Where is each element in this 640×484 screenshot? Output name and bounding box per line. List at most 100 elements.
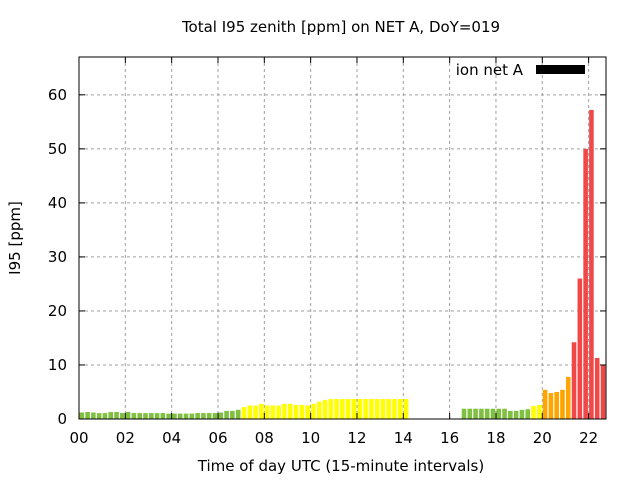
x-tick-label: 10 <box>301 429 320 447</box>
plot-frame <box>78 56 607 420</box>
bar <box>531 406 536 419</box>
bar <box>131 413 137 419</box>
bar <box>264 405 270 419</box>
bar <box>102 413 108 419</box>
y-tick-label: 40 <box>48 194 67 212</box>
y-tick-label: 30 <box>48 248 67 266</box>
bar <box>490 408 496 419</box>
bar <box>461 408 467 419</box>
bar <box>172 413 177 419</box>
bar <box>259 403 264 419</box>
bar <box>206 413 212 419</box>
bar <box>496 408 502 419</box>
y-tick-label: 0 <box>57 410 67 428</box>
bar <box>351 399 357 419</box>
bar <box>594 357 600 419</box>
bar <box>299 404 305 419</box>
bar <box>189 413 195 419</box>
x-tick-label: 20 <box>533 429 552 447</box>
bar <box>392 399 397 419</box>
bar <box>502 408 507 419</box>
x-tick-label: 08 <box>255 429 274 447</box>
bar <box>148 413 154 419</box>
bar <box>276 405 281 419</box>
legend: ion net A <box>456 61 585 79</box>
x-tick-label: 06 <box>208 429 227 447</box>
x-axis-label: Time of day UTC (15-minute intervals) <box>197 457 484 475</box>
bar <box>79 412 85 419</box>
bar <box>473 408 478 419</box>
bar <box>177 413 183 419</box>
bar <box>548 393 554 419</box>
bar <box>125 411 131 419</box>
bar <box>247 405 253 419</box>
bar <box>508 410 513 419</box>
x-tick-label: 18 <box>486 429 505 447</box>
bar <box>235 409 241 419</box>
bar <box>311 403 316 419</box>
bar <box>374 399 380 419</box>
bar <box>345 399 351 419</box>
bar <box>230 410 235 419</box>
bar <box>108 411 114 419</box>
bar <box>537 404 542 419</box>
bar <box>513 410 519 419</box>
legend-swatch <box>536 65 585 74</box>
bar <box>212 413 218 419</box>
bar <box>519 409 525 419</box>
legend-label: ion net A <box>456 61 524 79</box>
bar <box>201 413 206 419</box>
bar <box>565 376 571 419</box>
bar <box>114 411 119 419</box>
bar <box>600 365 606 419</box>
bar <box>96 413 102 419</box>
bars <box>79 109 606 420</box>
bar <box>334 399 339 419</box>
bar <box>282 403 287 419</box>
bar <box>403 399 409 419</box>
x-tick-label: 22 <box>579 429 598 447</box>
bar <box>577 278 583 419</box>
bar <box>328 399 334 419</box>
bar <box>369 399 374 419</box>
bar <box>166 413 171 419</box>
bar <box>218 412 224 419</box>
y-tick-label: 50 <box>48 140 67 158</box>
bar <box>120 413 125 419</box>
bar <box>183 413 189 419</box>
bar <box>316 401 322 419</box>
y-axis-label: I95 [ppm] <box>6 201 24 275</box>
bar <box>241 407 247 419</box>
bar <box>583 148 588 419</box>
bar <box>287 403 293 419</box>
bar <box>554 391 559 419</box>
bar <box>525 409 531 419</box>
bar <box>253 405 258 419</box>
bar <box>322 400 328 419</box>
bar <box>479 408 484 419</box>
bar <box>195 413 200 419</box>
chart-title: Total I95 zenith [ppm] on NET A, DoY=019 <box>181 18 500 36</box>
bar <box>305 405 310 419</box>
bar <box>91 412 96 419</box>
bar <box>363 399 368 419</box>
y-tick-label: 10 <box>48 356 67 374</box>
bar <box>386 399 392 419</box>
x-tick-label: 04 <box>162 429 181 447</box>
x-tick-label: 00 <box>69 429 88 447</box>
bar <box>137 413 143 419</box>
bar <box>160 413 166 419</box>
bar <box>589 109 594 420</box>
bar <box>85 411 90 419</box>
grid <box>79 57 606 419</box>
x-tick-label: 02 <box>116 429 135 447</box>
bar <box>560 389 565 419</box>
y-tick-label: 60 <box>48 86 67 104</box>
bar <box>154 413 160 419</box>
bar <box>224 410 229 419</box>
bar <box>542 389 548 419</box>
bar <box>484 408 490 419</box>
bar <box>380 399 386 419</box>
